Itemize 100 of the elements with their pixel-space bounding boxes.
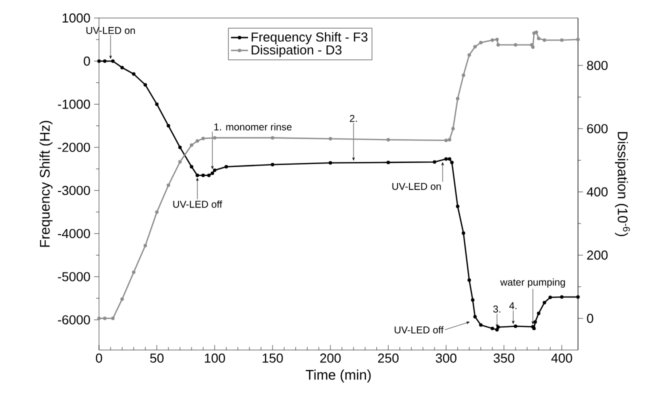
point — [444, 138, 448, 142]
annotation: UV-LED off — [173, 200, 222, 208]
annotation: 4. — [509, 302, 516, 310]
point — [196, 174, 200, 178]
x-tick-label: 150 — [262, 354, 283, 363]
y-tick-label: -4000 — [58, 228, 90, 238]
point — [490, 326, 494, 330]
point — [270, 162, 274, 166]
legend-label: Dissipation - D3 — [252, 45, 342, 58]
y2-tick-label: 400 — [586, 187, 608, 196]
point — [576, 38, 580, 42]
point — [120, 66, 124, 70]
y-tick-label: -3000 — [58, 186, 90, 196]
annotation: water pumping — [500, 278, 565, 288]
annotation: UV-LED on — [86, 27, 135, 34]
point — [386, 160, 390, 164]
y-tick-label: -5000 — [58, 272, 90, 282]
point — [111, 316, 115, 320]
point — [178, 146, 182, 150]
point — [190, 143, 194, 147]
point — [111, 59, 115, 63]
point — [462, 231, 466, 235]
point — [468, 53, 471, 57]
point — [328, 137, 332, 141]
point — [210, 171, 214, 175]
y2-tick-label: 800 — [587, 60, 608, 70]
point — [444, 157, 448, 161]
point — [270, 136, 274, 140]
y2-tick-label: 0 — [587, 314, 594, 323]
annotation: 3. — [493, 306, 500, 313]
point — [212, 168, 216, 172]
point — [548, 296, 552, 300]
x-tick-label: 50 — [150, 354, 164, 363]
point — [462, 73, 466, 77]
annotation: 2. — [350, 114, 357, 122]
x-tick-label: 250 — [378, 354, 399, 363]
point — [542, 300, 546, 304]
x-tick-label: 0 — [96, 354, 102, 363]
annotation: UV-LED off — [394, 326, 444, 334]
point — [190, 165, 194, 168]
point — [224, 165, 228, 168]
point — [514, 43, 518, 47]
point — [432, 160, 436, 164]
y2-tick-label: 600 — [587, 124, 608, 134]
point — [155, 102, 159, 106]
point — [473, 45, 477, 49]
point — [536, 36, 540, 40]
point — [97, 316, 101, 320]
point — [532, 31, 536, 35]
point — [450, 160, 454, 164]
point — [495, 328, 499, 332]
point — [470, 298, 474, 302]
point — [473, 315, 477, 319]
point — [212, 136, 216, 140]
y-tick-label: -1000 — [58, 100, 90, 109]
point — [479, 323, 483, 327]
y2-axis-title: Dissipation (10$^{-6}$) — [614, 132, 630, 236]
point — [456, 204, 460, 208]
point — [166, 184, 170, 188]
point — [132, 72, 136, 76]
annotation: 1. monomer rinse — [214, 123, 292, 130]
point — [328, 161, 332, 165]
x-tick-label: 400 — [551, 354, 572, 363]
point — [103, 316, 107, 320]
point — [132, 270, 136, 274]
x-tick-label: 100 — [204, 354, 225, 363]
point — [448, 157, 452, 161]
point — [542, 38, 546, 42]
point — [560, 38, 564, 42]
legend-label: Frequency Shift - F3 — [252, 32, 368, 44]
point — [448, 138, 452, 142]
point — [533, 320, 537, 324]
point — [496, 325, 500, 329]
y2-tick-label: 200 — [587, 250, 608, 260]
point — [534, 30, 538, 34]
point — [456, 96, 460, 100]
x-tick-label: 300 — [436, 354, 456, 363]
point — [103, 59, 107, 63]
x-tick-label: 350 — [494, 354, 514, 363]
x-tick-label: 200 — [320, 354, 341, 363]
y-tick-label: 0 — [84, 56, 90, 66]
point — [536, 312, 540, 316]
point — [166, 124, 170, 128]
point — [178, 160, 182, 164]
point — [201, 136, 205, 140]
y-axis-title: Frequency Shift (Hz) — [40, 120, 53, 247]
y-tick-label: -2000 — [58, 142, 90, 152]
point — [531, 45, 535, 49]
point — [560, 295, 564, 299]
point — [386, 138, 390, 142]
point — [207, 174, 211, 178]
point — [120, 297, 124, 301]
point — [97, 59, 101, 63]
point — [201, 174, 205, 178]
x-axis-title: Time (min) — [306, 370, 371, 383]
y-tick-label: -6000 — [58, 315, 90, 324]
annotation: UV-LED on — [392, 182, 441, 190]
point — [144, 83, 148, 87]
point — [490, 38, 494, 42]
point — [514, 324, 518, 328]
